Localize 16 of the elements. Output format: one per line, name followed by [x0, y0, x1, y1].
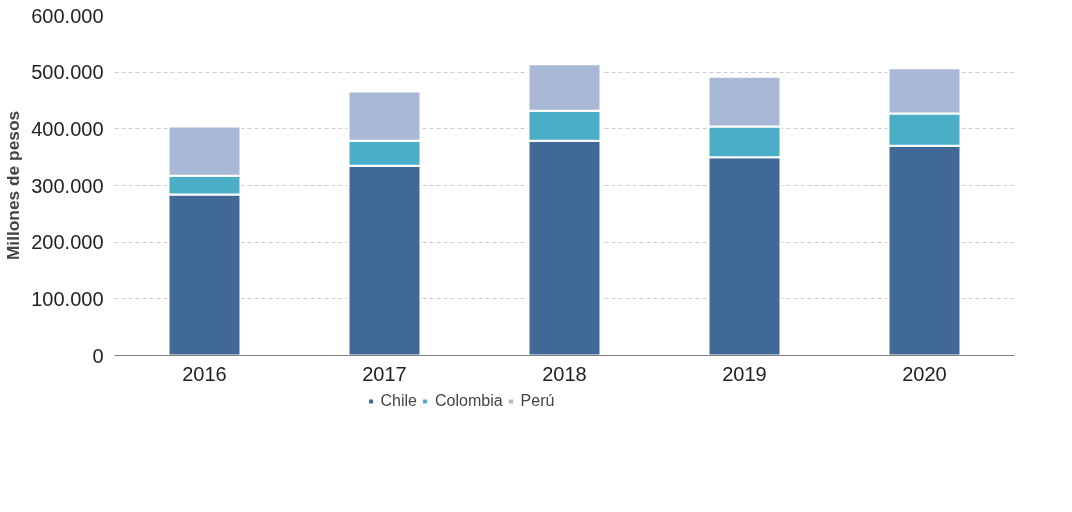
- y-tick-label: 400.000: [31, 117, 104, 140]
- y-tick-label: 200.000: [31, 231, 104, 254]
- x-tick-label: 2018: [542, 362, 587, 385]
- x-tick-label: 2019: [722, 362, 767, 385]
- y-tick-label: 600.000: [31, 4, 104, 27]
- legend-label: Chile: [380, 392, 418, 410]
- y-axis-title: Millones de pesos: [3, 110, 24, 261]
- y-tick-label: 300.000: [31, 174, 104, 197]
- y-tick-label: 500.000: [31, 61, 104, 84]
- y-tick-label: 0: [92, 344, 104, 367]
- x-tick-label: 2017: [362, 362, 407, 385]
- legend-label: Colombia: [435, 392, 503, 410]
- x-tick-label: 2020: [902, 362, 947, 385]
- legend-label: Perú: [520, 392, 555, 410]
- x-tick-label: 2016: [182, 362, 227, 385]
- y-tick-label: 100.000: [31, 287, 104, 310]
